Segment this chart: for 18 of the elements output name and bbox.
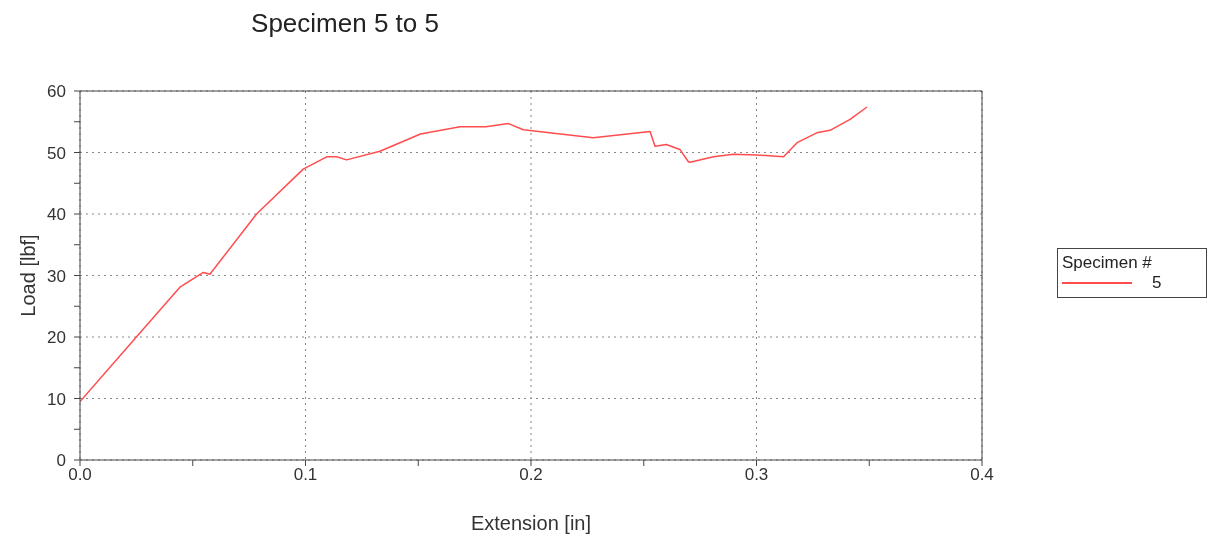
x-tick-label: 0.3 (744, 465, 769, 485)
y-tick-label: 0 (56, 451, 66, 470)
y-tick-label: 50 (47, 143, 66, 163)
x-tick-label: 0.0 (68, 465, 92, 485)
y-tick-label: 20 (47, 328, 66, 347)
y-tick-label: 60 (47, 82, 66, 101)
y-axis-title: Load [lbf] (17, 234, 40, 317)
chart-title: Specimen 5 to 5 (250, 8, 440, 39)
x-axis-title: Extension [in] (470, 512, 592, 534)
line-series (80, 106, 868, 403)
legend-title: Specimen # (1062, 253, 1153, 273)
x-tick-label: 0.2 (519, 465, 543, 485)
legend-label: 5 (1152, 273, 1162, 293)
x-tick-label: 0.4 (970, 465, 994, 485)
y-tick-label: 10 (47, 389, 66, 409)
x-tick-label: 0.1 (293, 465, 318, 485)
y-tick-label: 30 (47, 266, 66, 286)
y-tick-label: 40 (47, 205, 66, 224)
